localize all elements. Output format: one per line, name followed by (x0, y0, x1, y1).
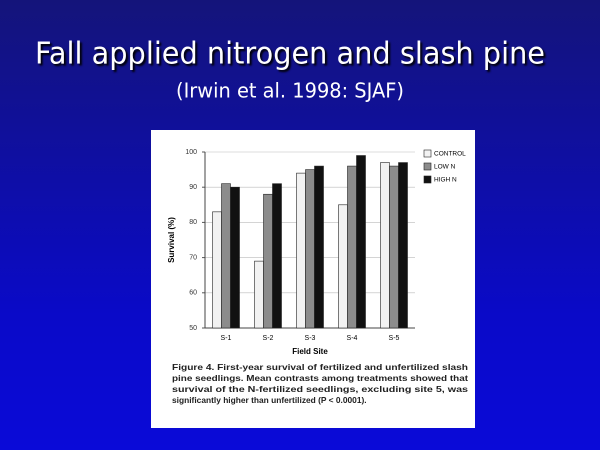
bar (338, 204, 348, 329)
x-tick-label: S-1 (221, 335, 232, 342)
legend-label: HIGH N (434, 177, 457, 184)
y-tick-label: 100 (185, 149, 197, 156)
caption-line: pine seedlings. Mean contrasts among tre… (172, 373, 468, 383)
y-axis-title: Survival (%) (167, 217, 176, 263)
x-tick-label: S-3 (305, 335, 316, 342)
bar (398, 162, 408, 329)
bar (263, 193, 273, 329)
y-tick-label: 50 (189, 325, 197, 332)
legend-swatch (423, 149, 432, 158)
bar (380, 162, 390, 329)
bar (305, 169, 315, 329)
x-tick-label: S-4 (347, 335, 358, 342)
bar (296, 172, 306, 329)
bar (389, 165, 399, 329)
x-tick-label: S-2 (263, 335, 274, 342)
legend-label: LOW N (434, 164, 456, 171)
bar (314, 165, 324, 329)
bar (347, 165, 357, 329)
y-tick-label: 90 (189, 184, 197, 191)
legend-swatch (423, 162, 432, 171)
legend-swatch (423, 175, 432, 184)
slide-subtitle: (Irwin et al. 1998: SJAF) (176, 79, 404, 103)
bar (212, 211, 222, 329)
x-axis-title: Field Site (292, 347, 328, 356)
legend-label: CONTROL (434, 151, 466, 158)
caption-line: significantly higher than unfertilized (… (172, 395, 367, 405)
chart: 50 60 70 80 90 100 Survival (%) Field Site S-1 S-… (167, 149, 468, 405)
y-tick-label: 70 (189, 254, 197, 261)
bar (356, 155, 366, 329)
y-tick-label: 60 (189, 290, 197, 297)
slide-title: Fall applied nitrogen and slash pine (35, 37, 545, 72)
bar (221, 183, 231, 329)
y-tick-label: 80 (189, 219, 197, 226)
bar (254, 260, 264, 329)
caption-line: survival of the N-fertilized seedlings, … (172, 384, 468, 394)
caption-line: Figure 4. First-year survival of fertili… (172, 362, 468, 372)
bar (230, 186, 240, 329)
x-tick-label: S-5 (389, 335, 400, 342)
bar (272, 183, 282, 329)
